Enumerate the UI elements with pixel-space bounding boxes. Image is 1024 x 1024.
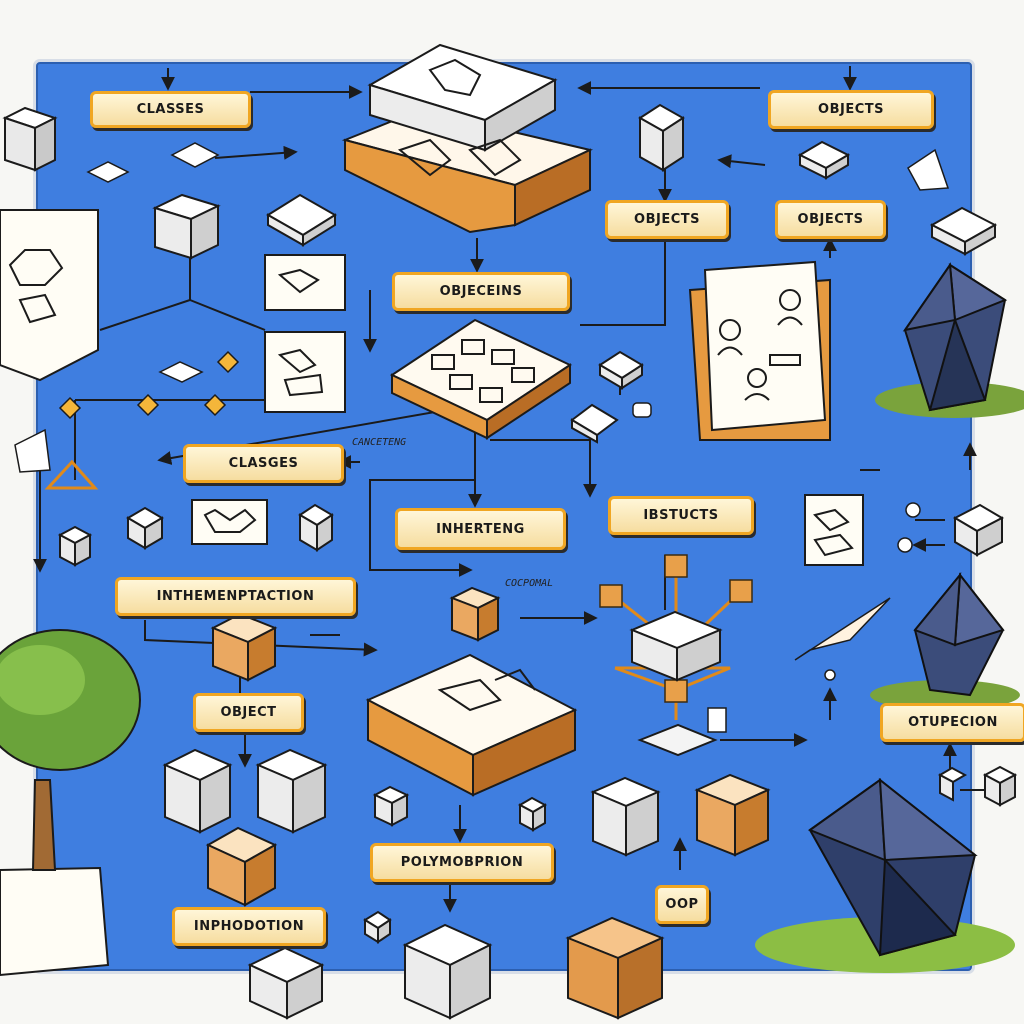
cube (363, 910, 392, 944)
gem-right-top (875, 262, 1024, 418)
cube (402, 923, 493, 1020)
orange-cube (664, 554, 688, 578)
gem-right-bottom (755, 777, 1015, 973)
orange-cube (694, 773, 771, 857)
label-ibstucts: IBSTUCTS (608, 496, 754, 535)
annotation-cocpomal: COCPOMAL (505, 578, 554, 589)
cube (590, 776, 661, 857)
document-profiles (688, 260, 831, 441)
cube (952, 503, 1005, 557)
label-inherteng: INHERTENG (395, 508, 566, 550)
label-inphodotion: INPHODOTION (172, 907, 326, 946)
label-inthemenptaction: INTHEMENPTACTION (115, 577, 356, 616)
cube (152, 193, 221, 260)
cube (2, 106, 58, 172)
label-object: OBJECT (193, 693, 304, 732)
label-classes-mid: CLASGES (183, 444, 344, 483)
cube (57, 525, 93, 567)
cube (638, 103, 685, 172)
cube (982, 765, 1018, 807)
small-orange-cubes (599, 554, 753, 703)
gem-right-mid (870, 571, 1020, 710)
orange-cube (664, 679, 688, 703)
label-classes-top: CLASSES (90, 91, 251, 128)
cube (247, 946, 325, 1020)
cube (937, 766, 968, 802)
orange-cubes (205, 586, 771, 1020)
cube (162, 748, 233, 834)
block-bottom (365, 653, 578, 797)
label-objects-top-right: OBJECTS (768, 90, 934, 129)
cube (255, 748, 328, 834)
orange-cube (210, 612, 278, 682)
block-middle (389, 318, 573, 440)
center-cube (629, 610, 723, 757)
orange-cube (729, 579, 753, 603)
orange-cube (205, 826, 278, 907)
label-polymobprion: POLYMOBPRION (370, 843, 554, 882)
label-objecteins: OBJECEINS (392, 272, 570, 311)
decor-diamonds (44, 350, 240, 490)
orange-cube (599, 584, 623, 608)
label-oop: OOP (655, 885, 709, 924)
document-left (0, 209, 99, 382)
label-objects-mid: OBJECTS (605, 200, 729, 239)
cube (570, 403, 619, 444)
annotation-canceteng: CANCETENG (352, 437, 407, 448)
cube (598, 350, 644, 390)
cube (372, 785, 410, 827)
connector-lines (33, 66, 1000, 913)
cube (298, 503, 334, 552)
cube (126, 506, 164, 550)
block-stack-top (341, 43, 594, 234)
orange-cube (449, 586, 501, 642)
cube (929, 206, 998, 256)
cube (266, 193, 337, 247)
white-cubes (2, 103, 1018, 1020)
sign-board (0, 866, 110, 977)
label-objects-right: OBJECTS (775, 200, 886, 239)
document-cards (191, 254, 864, 566)
decor-small-cards (14, 142, 950, 733)
cube (797, 140, 851, 180)
label-otupecion: OTUPECION (880, 703, 1024, 742)
orange-cube (565, 916, 665, 1020)
tree (0, 629, 141, 871)
cube (517, 796, 548, 832)
